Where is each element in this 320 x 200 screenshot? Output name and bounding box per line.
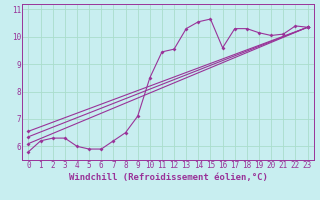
- X-axis label: Windchill (Refroidissement éolien,°C): Windchill (Refroidissement éolien,°C): [68, 173, 268, 182]
